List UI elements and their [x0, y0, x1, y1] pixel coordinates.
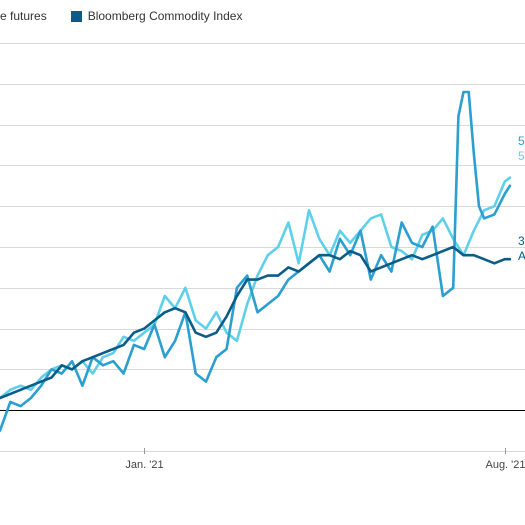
end-label: 3 [518, 234, 525, 248]
legend-label-bcom: Bloomberg Commodity Index [87, 9, 243, 23]
series-line-2 [0, 245, 512, 400]
x-tick-label: Aug. '21 [485, 459, 525, 471]
legend-item-futures: e futures [0, 9, 47, 23]
legend-label-futures: e futures [0, 9, 47, 23]
series-line-1 [0, 90, 512, 432]
legend-item-bcom: Bloomberg Commodity Index [70, 9, 243, 23]
end-label: A [518, 249, 525, 263]
legend-swatch-bcom [70, 10, 82, 22]
x-tick-label: Jan. '21 [125, 459, 163, 471]
end-label: 5 [518, 149, 525, 163]
end-label: 5 [518, 134, 525, 148]
legend: e futures Bloomberg Commodity Index [0, 6, 266, 26]
